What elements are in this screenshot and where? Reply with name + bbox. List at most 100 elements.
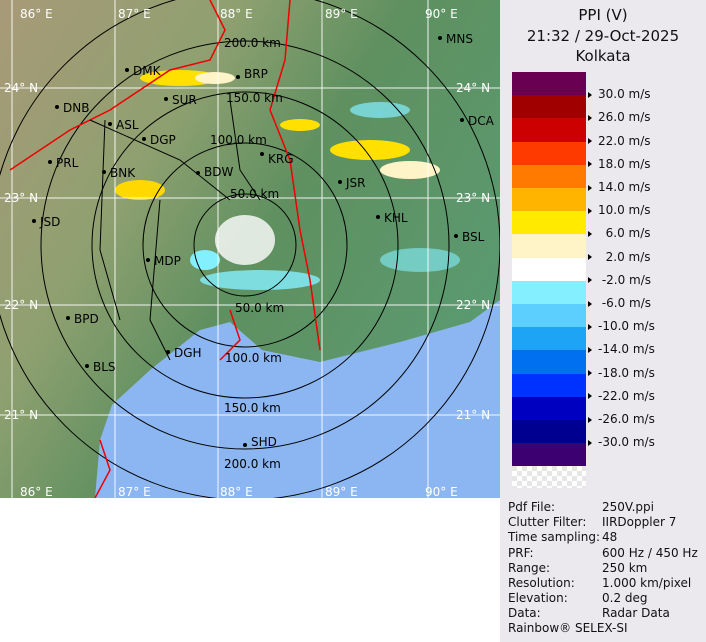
city-label: ASL xyxy=(116,118,139,132)
range-ring-label: 100.0 km xyxy=(225,351,282,365)
info-key: Pdf File: xyxy=(508,500,556,514)
latitude-label-right: 23° N xyxy=(456,191,490,205)
colorbar-swatch xyxy=(512,280,586,305)
info-row: Clutter Filter: IIRDoppler 7 xyxy=(508,515,676,529)
info-row: Time sampling: 48 xyxy=(508,530,617,544)
colorbar-label: 2.0 m/s xyxy=(588,250,651,264)
city-label: BPD xyxy=(74,312,99,326)
info-key: Clutter Filter: xyxy=(508,515,587,530)
city-label: MDP xyxy=(154,254,181,268)
colorbar-swatch xyxy=(512,141,586,166)
colorbar-label: 18.0 m/s xyxy=(588,157,651,171)
range-ring-label: 50.0 km xyxy=(235,301,284,315)
city-dot xyxy=(196,171,200,175)
colorbar-swatch xyxy=(512,234,586,259)
city-dot xyxy=(236,75,240,79)
city-dot xyxy=(102,170,106,174)
info-value: 250V.ppi xyxy=(602,500,654,514)
city-label: DNB xyxy=(63,101,89,115)
city-dot xyxy=(125,68,129,72)
city-dot xyxy=(142,137,146,141)
colorbar-label: -2.0 m/s xyxy=(588,273,651,287)
city-dot xyxy=(108,122,112,126)
city-dot xyxy=(338,180,342,184)
latitude-label-right: 21° N xyxy=(456,408,490,422)
longitude-label-bottom: 89° E xyxy=(325,485,358,498)
lat-lon-grid xyxy=(0,0,500,498)
info-value: IIRDoppler 7 xyxy=(602,515,677,530)
city-dot xyxy=(85,364,89,368)
range-ring xyxy=(142,142,348,348)
colorbar-swatch xyxy=(512,327,586,351)
map-labels: 86° E 86° E 87° E 87° E 88° E 88° E 89° E 89° E… xyxy=(4,7,495,498)
info-row: Data: Radar Data xyxy=(508,606,670,620)
city-dot xyxy=(66,316,70,320)
city-label: DMK xyxy=(133,64,162,78)
range-ring-label: 150.0 km xyxy=(224,401,281,415)
range-rings xyxy=(0,0,500,498)
info-key: Data: xyxy=(508,606,541,621)
info-value: 48 xyxy=(602,530,618,545)
longitude-label-bottom: 87° E xyxy=(118,485,151,498)
radar-echoes xyxy=(115,70,460,290)
range-ring xyxy=(193,193,297,297)
footer-credit: Rainbow® SELEX-SI xyxy=(508,621,628,635)
info-value: 1.000 km/pixel xyxy=(602,576,692,590)
city-dot xyxy=(260,152,264,156)
city-label: DCA xyxy=(468,114,495,128)
colorbar-label: 22.0 m/s xyxy=(588,134,651,148)
longitude-label-bottom: 90° E xyxy=(425,485,458,498)
colorbar-swatch xyxy=(512,443,586,467)
city-dot xyxy=(164,97,168,101)
site-name: Kolkata xyxy=(575,47,631,65)
city-label: BSL xyxy=(462,230,485,244)
city-label: SUR xyxy=(172,93,197,107)
city-label: KRG xyxy=(268,152,294,166)
latitude-label-left: 21° N xyxy=(4,408,38,422)
product-title: PPI (V) xyxy=(578,6,628,24)
info-key: Resolution: xyxy=(508,576,575,590)
colorbar-label: 10.0 m/s xyxy=(588,203,651,217)
colorbar-swatch xyxy=(512,95,586,119)
datetime: 21:32 / 29-Oct-2025 xyxy=(526,27,680,45)
city-label: BNK xyxy=(110,166,136,180)
longitude-label-top: 86° E xyxy=(20,7,53,21)
latitude-label-right: 24° N xyxy=(456,81,490,95)
colorbar-label: -22.0 m/s xyxy=(588,389,655,403)
city-label: JSR xyxy=(345,176,366,190)
range-ring xyxy=(91,91,399,399)
no-data-swatch xyxy=(512,466,586,489)
colorbar-swatch xyxy=(512,304,586,328)
colorbar-swatch xyxy=(512,188,586,212)
colorbar-label: 14.0 m/s xyxy=(588,180,651,194)
colorbar-swatch xyxy=(512,257,586,282)
range-ring xyxy=(40,40,450,450)
city-label: JSD xyxy=(39,215,60,229)
city-label: BDW xyxy=(204,165,233,179)
city-label: MNS xyxy=(446,32,473,46)
longitude-label-top: 87° E xyxy=(118,7,151,21)
colorbar-label: -18.0 m/s xyxy=(588,366,655,380)
colorbar-label: -10.0 m/s xyxy=(588,319,655,333)
info-row: Elevation: 0.2 deg xyxy=(508,591,648,605)
district-lines xyxy=(89,99,261,361)
colorbar-swatch xyxy=(512,118,586,143)
longitude-label-top: 89° E xyxy=(325,7,358,21)
city-dot xyxy=(460,118,464,122)
info-row: Pdf File: 250V.ppi xyxy=(508,500,654,514)
range-ring-label: 50.0 km xyxy=(230,187,279,201)
colorbar-swatch xyxy=(512,350,586,375)
colorbar-swatch xyxy=(512,396,586,421)
city-dot xyxy=(243,443,247,447)
info-row: Resolution: 1.000 km/pixel xyxy=(508,576,691,590)
city-dot xyxy=(438,36,442,40)
border-line xyxy=(9,0,321,498)
city-dot xyxy=(55,105,59,109)
city-dot xyxy=(166,350,170,354)
city-label: PRL xyxy=(56,156,79,170)
colorbar-swatch xyxy=(512,72,586,96)
longitude-label-top: 90° E xyxy=(425,7,458,21)
range-ring-label: 100.0 km xyxy=(210,133,267,147)
city-dot xyxy=(454,234,458,238)
colorbar-swatch xyxy=(512,164,586,189)
